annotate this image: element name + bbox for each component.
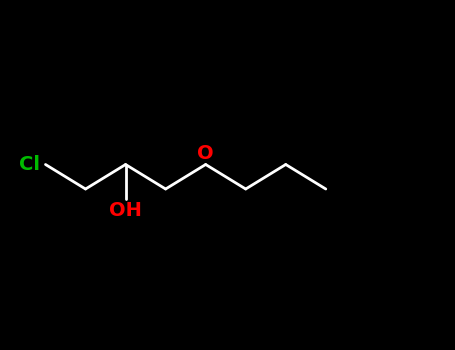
Text: O: O (197, 144, 214, 163)
Text: OH: OH (109, 201, 142, 220)
Text: Cl: Cl (19, 155, 40, 174)
